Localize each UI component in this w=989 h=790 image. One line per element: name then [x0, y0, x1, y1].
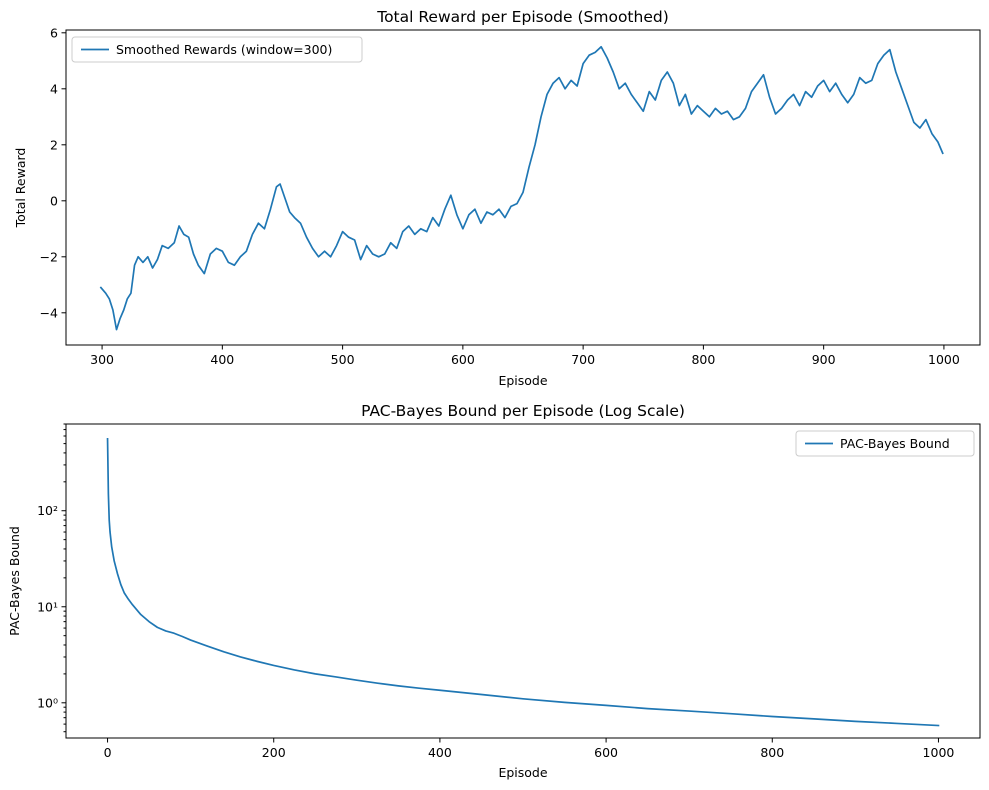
chart-panel-2: PAC-Bayes Bound per Episode (Log Scale) 0…	[7, 402, 981, 780]
y-tick-label: −2	[40, 249, 58, 264]
legend-box	[71, 36, 363, 63]
x-tick-label: 200	[262, 745, 286, 760]
x-tick-label: 500	[331, 352, 355, 367]
y-tick-label: 10²	[37, 503, 58, 518]
x-axis-label: Episode	[498, 765, 547, 780]
chart-title: Total Reward per Episode (Smoothed)	[376, 8, 669, 26]
x-tick-label: 600	[594, 745, 618, 760]
x-tick-label: 800	[760, 745, 784, 760]
x-axis-label: Episode	[498, 373, 547, 388]
y-tick-label: −4	[40, 305, 58, 320]
y-tick-label: 10¹	[37, 599, 58, 614]
y-axis-label: PAC-Bayes Bound	[7, 526, 22, 636]
x-tick-label: 700	[571, 352, 595, 367]
y-tick-label: 10⁰	[37, 695, 58, 710]
series-line-1	[106, 438, 940, 727]
legend-label: PAC-Bayes Bound	[840, 436, 950, 451]
legend-box	[795, 430, 975, 457]
x-tick-label: 0	[104, 745, 112, 760]
x-tick-label: 800	[691, 352, 715, 367]
series-line-1	[99, 45, 944, 331]
legend-label: Smoothed Rewards (window=300)	[116, 42, 332, 57]
y-tick-label: 2	[50, 137, 58, 152]
x-tick-label: 900	[812, 352, 836, 367]
chart-title: PAC-Bayes Bound per Episode (Log Scale)	[361, 402, 685, 420]
x-tick-label: 400	[210, 352, 234, 367]
y-tick-label: 6	[50, 25, 58, 40]
chart-panel-1: Total Reward per Episode (Smoothed)300 40…	[13, 8, 981, 388]
y-tick-label: 0	[50, 193, 58, 208]
plot-area	[65, 423, 981, 739]
y-tick-label: 4	[50, 81, 58, 96]
x-tick-label: 400	[428, 745, 452, 760]
x-tick-label: 300	[90, 352, 114, 367]
legend: PAC-Bayes Bound	[795, 430, 975, 457]
y-axis-label: Total Reward	[13, 148, 28, 229]
legend: Smoothed Rewards (window=300)	[71, 36, 363, 63]
x-tick-label: 1000	[928, 352, 960, 367]
x-tick-label: 600	[451, 352, 475, 367]
x-tick-label: 1000	[923, 745, 955, 760]
plot-area	[65, 29, 981, 346]
